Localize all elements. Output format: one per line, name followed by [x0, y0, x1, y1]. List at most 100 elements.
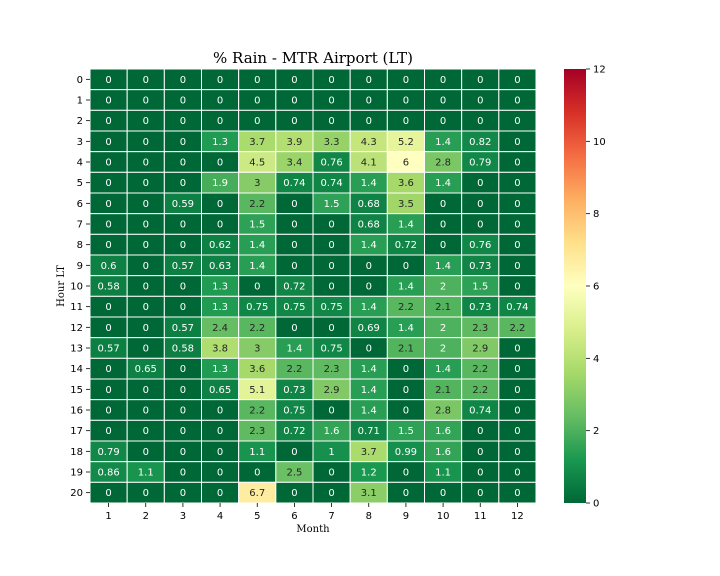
- cell-value-label: 0: [180, 116, 186, 127]
- y-tick-label: 17: [70, 426, 83, 437]
- cell-value-label: 1.4: [398, 220, 414, 231]
- cell-value-label: 6.7: [249, 488, 265, 499]
- cell-value-label: 0: [403, 116, 409, 127]
- cell-value-label: 1.5: [249, 220, 265, 231]
- cell-value-label: 0: [105, 220, 111, 231]
- cell-value-label: 0: [328, 488, 334, 499]
- cell-value-label: 0.72: [395, 240, 417, 251]
- cell-value-label: 0: [514, 261, 520, 272]
- cell-value-label: 0: [180, 75, 186, 86]
- y-tick-label: 8: [77, 240, 83, 251]
- colorbar-tick-label: 12: [593, 65, 606, 76]
- cell-value-label: 3.3: [324, 137, 340, 148]
- colorbar-ticks: 0 2 4 6 8 10 12: [586, 65, 606, 510]
- cell-value-label: 2.1: [435, 302, 451, 313]
- cell-value-label: 0: [514, 137, 520, 148]
- cell-value-label: 0.74: [320, 178, 342, 189]
- cell-value-label: 1.9: [212, 178, 228, 189]
- cell-value-label: 1.5: [398, 426, 414, 437]
- cell-value-label: 1.4: [435, 364, 451, 375]
- x-tick-label: 11: [474, 511, 487, 522]
- cell-value-label: 4.5: [249, 158, 265, 169]
- cell-value-label: 1.4: [398, 282, 414, 293]
- colorbar-tick-label: 10: [593, 137, 606, 148]
- cell-value-label: 0: [180, 96, 186, 107]
- cell-value-label: 0: [328, 96, 334, 107]
- cell-value-label: 1.4: [249, 261, 265, 272]
- cell-value-label: 0: [217, 75, 223, 86]
- cell-value-label: 0: [143, 488, 149, 499]
- cell-value-label: 0.74: [283, 178, 305, 189]
- cell-value-label: 0: [105, 240, 111, 251]
- cell-value-label: 0: [105, 488, 111, 499]
- cell-value-label: 0.65: [209, 385, 231, 396]
- cell-value-label: 1.6: [324, 426, 340, 437]
- cell-value-label: 0: [180, 240, 186, 251]
- x-tick-label: 5: [254, 511, 260, 522]
- cell-value-label: 0: [254, 96, 260, 107]
- cell-value-label: 0: [477, 75, 483, 86]
- cell-value-label: 0: [217, 158, 223, 169]
- cell-value-label: 0: [105, 158, 111, 169]
- cell-value-label: 0: [514, 96, 520, 107]
- cell-value-label: 0: [217, 96, 223, 107]
- cell-value-label: 0: [440, 75, 446, 86]
- cell-value-label: 0: [514, 178, 520, 189]
- cell-value-label: 0: [366, 344, 372, 355]
- cell-value-label: 2.2: [249, 323, 265, 334]
- cell-value-label: 0: [291, 447, 297, 458]
- cell-value-label: 0: [143, 137, 149, 148]
- cell-value-label: 0: [254, 282, 260, 293]
- x-tick-label: 12: [511, 511, 524, 522]
- cell-value-label: 0: [440, 96, 446, 107]
- cell-value-label: 0: [440, 199, 446, 210]
- y-tick-label: 13: [70, 344, 83, 355]
- cell-value-label: 0: [180, 406, 186, 417]
- cell-value-label: 0: [477, 116, 483, 127]
- cell-value-label: 0: [328, 323, 334, 334]
- cell-value-label: 3.5: [398, 199, 414, 210]
- cell-value-label: 0.76: [320, 158, 342, 169]
- y-tick-label: 12: [70, 323, 83, 334]
- cell-value-label: 0: [143, 220, 149, 231]
- cell-value-label: 0: [180, 158, 186, 169]
- cell-value-label: 0: [514, 75, 520, 86]
- cell-value-label: 0: [105, 302, 111, 313]
- cell-value-label: 0: [105, 96, 111, 107]
- cell-value-label: 0: [514, 199, 520, 210]
- cell-value-label: 0: [143, 240, 149, 251]
- cell-value-label: 0: [105, 137, 111, 148]
- cell-value-label: 0: [217, 426, 223, 437]
- cell-value-label: 0.75: [320, 344, 342, 355]
- x-tick-label: 9: [403, 511, 409, 522]
- cell-value-label: 0: [143, 447, 149, 458]
- cell-value-label: 1: [328, 447, 334, 458]
- cell-value-label: 0: [105, 116, 111, 127]
- cell-value-label: 1.4: [361, 364, 377, 375]
- chart-title: % Rain - MTR Airport (LT): [213, 49, 413, 67]
- y-tick-label: 10: [70, 282, 83, 293]
- cell-value-label: 3.1: [361, 488, 377, 499]
- colorbar: [564, 69, 586, 503]
- cell-value-label: 0.62: [209, 240, 231, 251]
- cell-value-label: 0: [328, 220, 334, 231]
- cell-value-label: 0: [291, 220, 297, 231]
- cell-value-label: 1.1: [249, 447, 265, 458]
- cell-value-label: 2.9: [472, 344, 488, 355]
- cell-value-label: 0.65: [135, 364, 157, 375]
- x-tick-label: 2: [143, 511, 149, 522]
- cell-value-label: 0: [105, 426, 111, 437]
- cell-value-label: 4.1: [361, 158, 377, 169]
- cell-value-label: 0: [477, 426, 483, 437]
- cell-value-label: 2.1: [398, 344, 414, 355]
- y-tick-label: 18: [70, 447, 83, 458]
- cell-value-label: 0: [143, 158, 149, 169]
- cell-value-label: 3: [254, 344, 260, 355]
- cell-value-label: 0: [403, 96, 409, 107]
- cell-value-label: 1.4: [435, 137, 451, 148]
- cell-value-label: 2.8: [435, 406, 451, 417]
- cell-value-label: 0: [143, 282, 149, 293]
- cell-value-label: 0: [514, 116, 520, 127]
- cell-value-label: 0: [477, 447, 483, 458]
